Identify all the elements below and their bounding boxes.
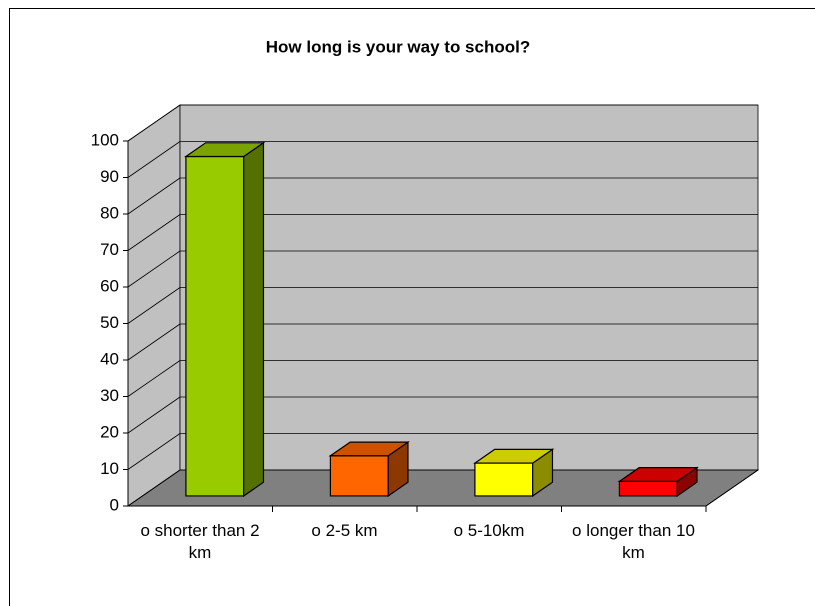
bar-top	[472, 448, 555, 464]
bar-top	[183, 142, 266, 158]
y-tick-label: 50	[100, 313, 119, 332]
grid-line	[127, 360, 181, 397]
grid-line	[127, 396, 181, 434]
grid-line	[127, 141, 181, 178]
bar	[183, 141, 266, 498]
bar	[328, 440, 410, 498]
grid-line	[127, 433, 181, 470]
y-tick-label: 30	[100, 386, 119, 405]
grid-line	[127, 214, 181, 251]
y-tick-label: 10	[100, 459, 119, 478]
x-tick-label: o 5-10km	[453, 521, 525, 540]
x-tick-label: o longer than 10 km	[572, 521, 695, 562]
bar-front	[618, 480, 678, 497]
y-tick-label: 100	[91, 130, 119, 149]
y-tick-label: 70	[100, 240, 119, 259]
y-tick-label: 90	[100, 167, 119, 186]
x-axis-depth	[705, 469, 759, 507]
x-tick-label: o shorter than 2 km	[140, 521, 260, 562]
y-tick-label: 20	[100, 422, 119, 441]
bar	[617, 466, 699, 498]
y-tick-label: 40	[100, 349, 119, 368]
grid-line	[127, 323, 181, 361]
bar	[472, 448, 555, 498]
grid-line	[127, 469, 181, 507]
y-tick-label: 0	[110, 495, 119, 514]
y-tick-label: 80	[100, 203, 119, 222]
chart-title: How long is your way to school?	[266, 37, 530, 56]
bar-front	[329, 455, 389, 497]
grid-line	[127, 104, 181, 142]
bar-front	[474, 462, 534, 497]
bar-side	[243, 141, 265, 498]
bar-top	[328, 441, 410, 457]
x-tick-label: o 2-5 km	[311, 521, 378, 540]
grid-line	[127, 250, 181, 288]
y-tick-label: 60	[100, 276, 119, 295]
bar-top	[617, 467, 699, 482]
grid-line	[127, 287, 181, 324]
grid-line	[127, 177, 181, 215]
bar-front	[185, 155, 245, 497]
